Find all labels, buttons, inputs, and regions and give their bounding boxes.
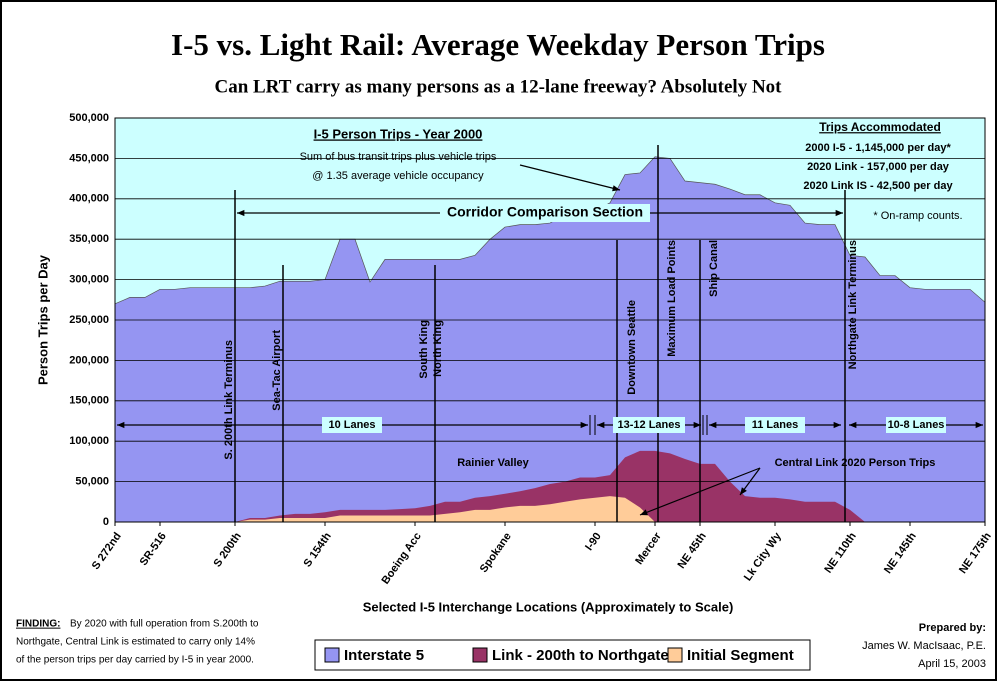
annotation: S. 200th Link Terminus <box>223 340 235 460</box>
annotation: 10-8 Lanes <box>888 419 945 431</box>
x-tick-label: NE 45th <box>676 530 709 571</box>
label-bg <box>322 417 382 433</box>
lane-arrow-head <box>709 421 717 429</box>
legend-label: Initial Segment <box>687 647 794 664</box>
x-tick-label: SR-516 <box>138 531 169 568</box>
lane-arrow-head <box>975 421 983 429</box>
y-tick-label: 350,000 <box>69 233 109 245</box>
annotation: North King <box>432 320 444 377</box>
x-axis-label: Selected I-5 Interchange Locations (Appr… <box>363 599 734 614</box>
annotation: 2000 I-5 - 1,145,000 per day* <box>805 142 951 154</box>
corridor-arrow-head <box>835 209 843 217</box>
lane-arrow-head <box>597 421 605 429</box>
credit: James W. MacIsaac, P.E. <box>862 640 986 652</box>
x-tick-label: Mercer <box>633 530 664 567</box>
legend-box <box>314 639 811 671</box>
x-tick-label: NE 145th <box>882 530 919 576</box>
chart-subtitle: Can LRT carry as many persons as a 12-la… <box>214 76 782 97</box>
pointer-head <box>612 185 620 192</box>
pointer-head <box>640 509 648 516</box>
finding-label: FINDING: <box>16 619 60 630</box>
pointer <box>639 467 761 516</box>
annotation: Corridor Comparison Section <box>447 204 643 220</box>
legend-label: Interstate 5 <box>344 647 424 664</box>
y-tick-label: 250,000 <box>69 314 109 326</box>
legend-swatch <box>667 647 683 663</box>
area-series <box>115 496 985 522</box>
label-bg <box>298 127 498 143</box>
annotation: Ship Canal <box>708 240 720 297</box>
lane-arrow-head <box>693 421 701 429</box>
annotation: 13-12 Lanes <box>618 419 681 431</box>
finding-text: Northgate, Central Link is estimated to … <box>16 637 255 648</box>
lane-arrow-head <box>833 421 841 429</box>
x-tick-label: NE 175th <box>957 530 994 576</box>
x-tick-label: NE 110th <box>822 530 859 575</box>
annotation: Trips Accommodated <box>819 120 941 134</box>
y-tick-label: 450,000 <box>69 152 109 164</box>
annotation: * On-ramp counts. <box>873 210 962 222</box>
annotation: Downtown Seattle <box>626 300 638 395</box>
annotation: Northgate Link Terminus <box>847 240 859 369</box>
annotation: I-5 Person Trips - Year 2000 <box>314 126 483 141</box>
y-tick-label: 500,000 <box>69 112 109 124</box>
lane-arrow-head <box>580 421 588 429</box>
x-tick-label: I-90 <box>583 531 604 553</box>
annotation: Rainier Valley <box>457 457 529 469</box>
annotation: Sea-Tac Airport <box>271 330 283 411</box>
finding-text: By 2020 with full operation from S.200th… <box>70 619 259 630</box>
annotation: Maximum Load Points <box>666 240 678 357</box>
plot-border <box>114 117 986 523</box>
label-bg <box>886 417 946 433</box>
legend-label: Link - 200th to Northgate <box>492 647 669 664</box>
x-tick-label: Spokane <box>478 531 514 575</box>
legend-swatch <box>472 647 488 663</box>
pointer-head <box>740 487 747 495</box>
x-tick-label: S 272nd <box>90 531 124 572</box>
y-tick-label: 50,000 <box>75 476 109 488</box>
legend-swatch <box>324 647 340 663</box>
y-tick-label: 400,000 <box>69 193 109 205</box>
y-tick-label: 100,000 <box>69 435 109 447</box>
label-bg <box>745 417 805 433</box>
credit: Prepared by: <box>919 622 986 634</box>
pointer <box>519 164 621 191</box>
credit: April 15, 2003 <box>918 658 986 670</box>
corridor-arrow-head <box>237 209 245 217</box>
label-bg <box>613 417 685 433</box>
annotation: Sum of bus transit trips plus vehicle tr… <box>300 151 497 163</box>
area-series <box>115 450 985 522</box>
lane-arrow-head <box>117 421 125 429</box>
y-tick-label: 150,000 <box>69 395 109 407</box>
y-axis-label: Person Trips per Day <box>35 254 50 385</box>
x-tick-label: S 200th <box>212 530 244 569</box>
label-bg <box>440 204 650 222</box>
finding-text: of the person trips per day carried by I… <box>16 655 254 666</box>
annotation: 11 Lanes <box>752 419 798 431</box>
annotation: 2020 Link IS - 42,500 per day <box>803 180 953 192</box>
annotation: Central Link 2020 Person Trips <box>775 457 936 469</box>
annotation: 10 Lanes <box>328 419 375 431</box>
y-tick-label: 0 <box>103 516 109 528</box>
annotation: South King <box>418 320 430 379</box>
annotation: 2020 Link - 157,000 per day <box>807 161 950 173</box>
y-tick-label: 300,000 <box>69 274 109 286</box>
x-tick-label: Lk City Wy <box>742 530 784 584</box>
lane-arrow-head <box>849 421 857 429</box>
x-tick-label: S 154th <box>302 530 334 569</box>
chart-title: I-5 vs. Light Rail: Average Weekday Pers… <box>171 27 825 62</box>
y-tick-label: 200,000 <box>69 354 109 366</box>
x-tick-label: Boeing Acc <box>380 531 424 587</box>
annotation: @ 1.35 average vehicle occupancy <box>312 170 484 182</box>
